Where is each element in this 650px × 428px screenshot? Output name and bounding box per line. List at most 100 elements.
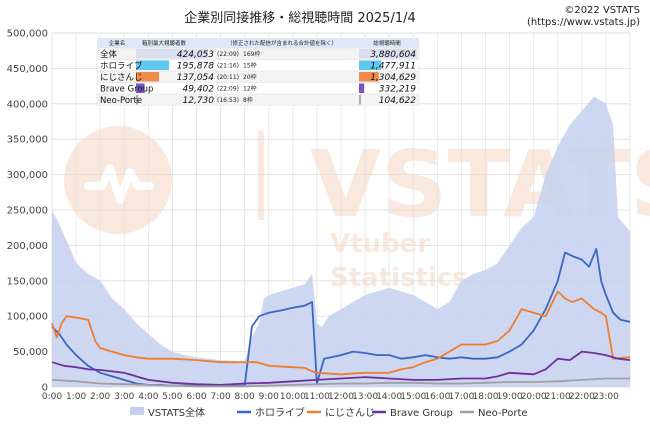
x-tick-label: 17:00 bbox=[448, 392, 474, 402]
y-tick-label: 100,000 bbox=[7, 312, 48, 323]
watermark-sub1: Vtuber bbox=[330, 229, 430, 259]
y-tick-label: 150,000 bbox=[7, 276, 48, 287]
copyright-line-1: ©2022 VSTATS bbox=[564, 5, 640, 16]
table-row bbox=[96, 93, 420, 106]
table-cell-time: (16:53) bbox=[217, 97, 239, 104]
table-peak-bar bbox=[136, 95, 139, 105]
legend-swatch bbox=[130, 407, 144, 415]
table-total-bar bbox=[359, 83, 365, 93]
x-tick-label: 0:00 bbox=[42, 392, 62, 402]
y-axis: 0 50,000 100,000 150,000 200,000 250,000 300,0… bbox=[7, 29, 48, 394]
table-total-bar bbox=[359, 49, 417, 59]
table-cell-time: (20:11) bbox=[217, 74, 239, 81]
x-tick-label: 3:00 bbox=[114, 392, 134, 402]
x-tick-label: 21:00 bbox=[545, 392, 571, 402]
table-cell-peak: 137,054 bbox=[177, 73, 214, 83]
table-cell-count: 8枠 bbox=[243, 96, 253, 104]
y-tick-label: 50,000 bbox=[13, 347, 48, 358]
watermark-sub2: Statistics bbox=[330, 263, 468, 293]
x-tick-label: 22:00 bbox=[569, 392, 595, 402]
table-peak-bar bbox=[136, 83, 145, 93]
watermark-divider bbox=[258, 130, 264, 220]
watermark-pulse-icon bbox=[84, 164, 154, 204]
table-cell-total: 104,622 bbox=[379, 96, 416, 106]
x-tick-label: 5:00 bbox=[162, 392, 182, 402]
table-cell-time: (22:09) bbox=[217, 86, 239, 93]
table-peak-bar bbox=[136, 49, 208, 59]
x-tick-label: 1:00 bbox=[66, 392, 86, 402]
x-tick-label: 10:00 bbox=[280, 392, 306, 402]
x-tick-label: 8:00 bbox=[235, 392, 255, 402]
table-cell-peak: 49,402 bbox=[183, 84, 215, 94]
table-total-bar bbox=[359, 60, 382, 70]
series-line-にじさんじ bbox=[51, 290, 631, 376]
table-cell-peak: 424,053 bbox=[177, 50, 214, 60]
chart-title: 企業別同接推移・総視聴時間 2025/1/4 bbox=[184, 10, 416, 26]
legend-label: VSTATS全体 bbox=[148, 406, 205, 419]
x-tick-label: 20:00 bbox=[521, 392, 547, 402]
table-header-note: （修正された配信が含まれる合計値を除く） bbox=[227, 39, 337, 47]
table-cell-count: 12枠 bbox=[243, 85, 257, 93]
table-cell-name: Brave Group bbox=[100, 84, 153, 94]
x-tick-label: 15:00 bbox=[400, 392, 426, 402]
watermark-logo-icon bbox=[64, 126, 172, 234]
table-total-bar bbox=[359, 72, 379, 82]
x-tick-label: 12:00 bbox=[328, 392, 354, 402]
area-series bbox=[52, 96, 630, 387]
x-tick-label: 14:00 bbox=[376, 392, 402, 402]
y-tick-label: 500,000 bbox=[7, 29, 48, 40]
table-cell-total: 3,880,604 bbox=[370, 50, 416, 60]
x-tick-label: 19:00 bbox=[497, 392, 523, 402]
table-cell-time: (22:09) bbox=[217, 51, 239, 58]
series-line-Brave Group bbox=[51, 350, 631, 386]
table-header-bg bbox=[97, 38, 419, 48]
x-tick-label: 7:00 bbox=[210, 392, 230, 402]
copyright-line-2: (https://www.vstats.jp) bbox=[527, 17, 640, 28]
table-cell-name: Neo-Porte bbox=[100, 96, 142, 106]
table-cell-peak: 12,730 bbox=[183, 96, 215, 106]
x-tick-label: 9:00 bbox=[259, 392, 279, 402]
table-cell-name: 全体 bbox=[100, 49, 118, 60]
table-cell-count: 169枠 bbox=[243, 50, 260, 58]
series-line-Neo-Porte bbox=[51, 377, 630, 388]
legend-label: ホロライブ bbox=[255, 406, 305, 419]
x-tick-label: 13:00 bbox=[352, 392, 378, 402]
series-area-VSTATS全体 bbox=[52, 96, 630, 387]
table-cell-total: 332,219 bbox=[379, 84, 416, 94]
y-tick-label: 250,000 bbox=[7, 206, 48, 217]
legend-label: Brave Group bbox=[390, 408, 453, 419]
line-series bbox=[51, 247, 631, 388]
y-tick-label: 200,000 bbox=[7, 241, 48, 252]
x-tick-label: 11:00 bbox=[304, 392, 330, 402]
legend-label: Neo-Porte bbox=[478, 408, 528, 419]
table-cell-peak: 195,878 bbox=[177, 61, 214, 71]
x-tick-label: 18:00 bbox=[473, 392, 499, 402]
y-tick-label: 400,000 bbox=[7, 99, 48, 110]
x-tick-label: 4:00 bbox=[138, 392, 158, 402]
table-header-total: 総視聴時間 bbox=[373, 39, 401, 47]
table-cell-total: 1,477,911 bbox=[370, 61, 416, 71]
table-cell-count: 15枠 bbox=[243, 62, 257, 70]
legend: VSTATS全体 ホロライブ にじさんじ Brave Group Neo-Porte bbox=[130, 406, 528, 419]
y-tick-label: 450,000 bbox=[7, 64, 48, 75]
table-cell-name: にじさんじ bbox=[100, 73, 143, 83]
x-tick-label: 23:00 bbox=[593, 392, 619, 402]
table-header-name: 企業名 bbox=[109, 39, 126, 47]
y-tick-label: 0 bbox=[42, 383, 48, 394]
x-tick-label: 16:00 bbox=[424, 392, 450, 402]
legend-label: にじさんじ bbox=[325, 407, 375, 419]
table-cell-time: (21:16) bbox=[217, 63, 239, 70]
table-cell-count: 20枠 bbox=[243, 73, 257, 81]
table-peak-bar bbox=[136, 72, 160, 82]
y-tick-label: 350,000 bbox=[7, 135, 48, 146]
table-cell-name: ホロライブ bbox=[100, 60, 143, 71]
table-peak-bar bbox=[136, 60, 170, 70]
y-tick-label: 300,000 bbox=[7, 170, 48, 181]
table-cell-total: 1,304,629 bbox=[370, 73, 416, 83]
table-total-bar bbox=[359, 95, 361, 105]
table-header-peak: 箱別最大視聴者数 bbox=[142, 39, 187, 47]
x-tick-label: 6:00 bbox=[186, 392, 206, 402]
